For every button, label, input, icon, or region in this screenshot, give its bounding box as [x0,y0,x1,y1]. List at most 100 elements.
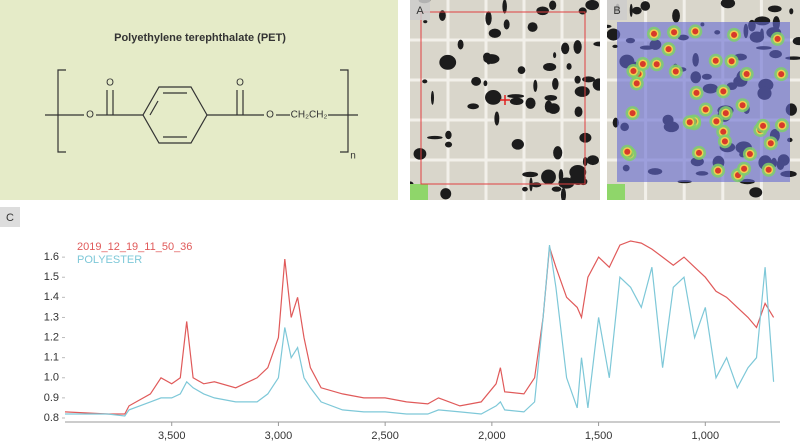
heat-spot [731,31,738,38]
particle [541,169,556,185]
heat-spot [630,67,637,74]
particle [672,9,680,23]
panel-label: A [416,5,424,17]
panel-label-box [0,207,20,227]
spectrum-chart: 0.8 0.9 1.0 1.1 1.2 1.3 1.4 1.5 1.6 3,500 3,000 2,5… [44,240,780,442]
heat-spot [715,167,722,174]
particle [560,187,567,200]
y-tick-label: 1.6 [44,251,59,263]
particle [640,1,651,11]
heat-spot [746,151,753,158]
particle [549,0,557,10]
particle [582,76,595,83]
structure-title: Polyethylene terephthalate (PET) [114,32,286,44]
heat-spot [720,128,727,135]
particle [483,52,492,61]
particle [573,40,582,54]
particle [592,78,600,91]
y-tick-label: 1.2 [44,331,59,343]
particle [574,75,581,84]
y-tick-label: 1.1 [44,352,59,364]
particle [502,0,507,14]
panel-label: B [613,5,620,17]
particle [503,19,510,30]
heat-spot [720,88,727,95]
repeat-label: n [350,151,356,162]
series-line [65,245,775,417]
particle [487,61,491,65]
heat-spot [765,166,772,173]
particle [607,24,612,28]
particle [569,165,587,180]
legend-entry: 2019_12_19_11_50_36 [77,241,192,253]
heat-spot [722,110,729,117]
panel-label-box [410,0,430,20]
particle [517,66,526,74]
atom-label: O [86,110,94,121]
atom-label: O [236,78,244,89]
y-tick-label: 0.9 [44,392,59,404]
heat-spot [767,140,774,147]
particle [533,79,538,92]
heat-spot [774,35,781,42]
atom-label: O [266,110,274,121]
particle [485,90,502,105]
y-tick-label: 1.5 [44,271,59,283]
heat-spot [713,118,720,125]
particle [430,90,435,105]
particle [444,141,453,148]
particle [471,76,482,86]
heat-spot [692,28,699,35]
heat-spot [672,68,679,75]
particle [767,5,782,13]
heat-spot [778,71,785,78]
particle [632,6,642,15]
y-tick-label: 1.4 [44,291,59,303]
heat-spot [760,122,767,129]
particle [607,28,621,41]
particle [507,94,525,99]
micrograph-a [410,0,600,200]
heat-spot [695,149,702,156]
panel-label-box [607,0,627,20]
atom-label: CH₂CH₂ [291,110,328,121]
particle [574,86,590,97]
particle [531,182,542,188]
y-tick-label: 1.0 [44,372,59,384]
particle [720,0,736,9]
particle [467,103,479,110]
particle [536,6,549,16]
particle [593,41,600,47]
atom-label: O [106,78,114,89]
particle [522,171,539,178]
green-patch [607,184,625,200]
particle [440,188,452,200]
panel-label: C [6,212,14,224]
heat-spot [739,102,746,109]
particle [483,80,488,87]
particle [543,62,557,72]
heat-spot [671,29,678,36]
particle [561,42,570,55]
particle [629,3,633,17]
y-tick-label: 0.8 [44,412,59,424]
heat-spot [743,71,750,78]
particle [438,10,446,21]
particle [566,63,572,70]
particle [422,79,428,84]
micrograph-b [607,0,800,200]
particle [485,11,492,26]
x-tick-label: 1,500 [585,430,613,442]
selection-frame [420,11,586,185]
heat-spot [665,46,672,53]
heat-spot [741,165,748,172]
heat-spot [702,106,709,113]
particle [439,54,457,70]
heat-spot [721,138,728,145]
heat-spot [728,58,735,65]
particle [494,111,500,126]
heat-spot [639,60,646,67]
particle [558,177,575,189]
particle [544,94,558,101]
